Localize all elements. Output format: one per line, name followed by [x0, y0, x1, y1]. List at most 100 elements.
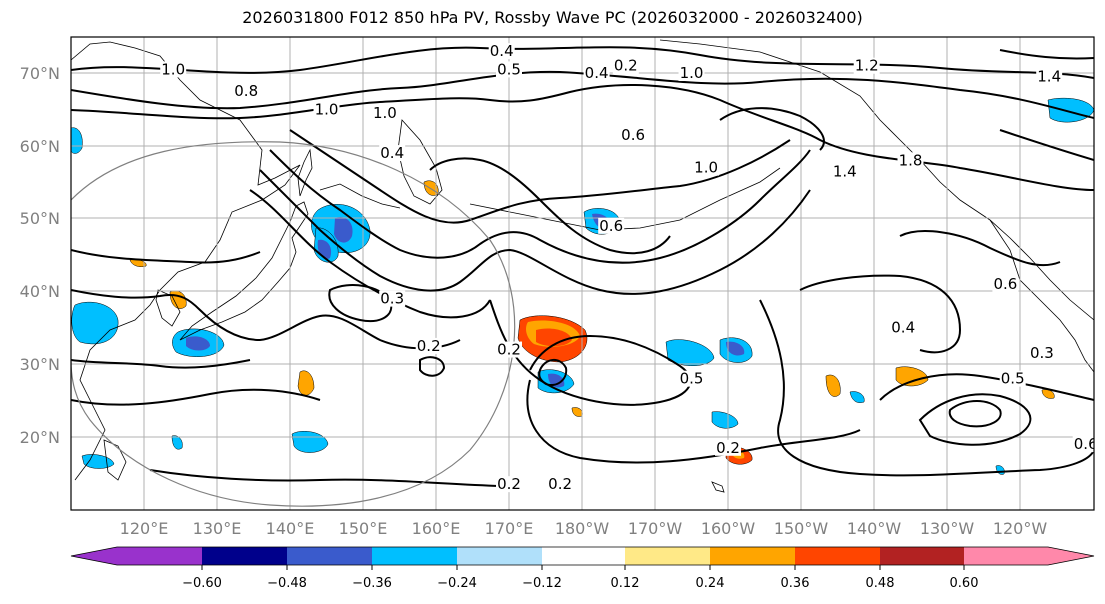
- contour-label: 0.2: [614, 57, 638, 75]
- coastlines: [71, 39, 1094, 493]
- coastline-north-america: [989, 219, 1094, 373]
- lon-label: 150°W: [774, 519, 829, 538]
- lon-label: 140°E: [266, 519, 315, 538]
- colorbar-label: −0.60: [182, 576, 222, 591]
- contour-label: 1.2: [855, 57, 879, 75]
- anomaly-patch: [334, 216, 353, 243]
- lon-label: 170°E: [485, 519, 534, 538]
- contour-label: 0.2: [497, 475, 521, 493]
- lon-label: 160°E: [412, 519, 461, 538]
- contour-label-bg: [678, 65, 705, 82]
- contour-label-bg: [379, 145, 406, 162]
- anomaly-patch: [71, 127, 83, 154]
- contour-label: 0.4: [891, 319, 915, 337]
- contour-label: 0.4: [490, 42, 514, 60]
- contour-line: [259, 169, 811, 295]
- lon-label: 170°W: [628, 519, 683, 538]
- colorbar-segment: [880, 547, 964, 565]
- contour-label-bg: [496, 61, 522, 78]
- contour-label: 0.3: [380, 290, 404, 308]
- colorbar-segment: [625, 547, 710, 565]
- longitude-axis: 120°E 130°E 140°E 150°E 160°E 170°E 180°…: [120, 519, 1048, 538]
- colorbar-label: −0.48: [267, 576, 307, 591]
- latitude-axis: 70°N 60°N 50°N 40°N 30°N 20°N: [20, 64, 60, 447]
- coastline-kuril: [319, 183, 401, 209]
- contour-label: 1.0: [694, 159, 718, 177]
- colorbar-segment: [542, 547, 625, 565]
- contour-line: [71, 359, 251, 369]
- contour-label-bg: [598, 217, 625, 234]
- colorbar-segment: [795, 547, 880, 565]
- lon-label: 120°W: [993, 519, 1048, 538]
- contour-label: 0.3: [1030, 344, 1054, 362]
- contour-line: [429, 157, 671, 255]
- contour-label-bg: [897, 152, 924, 169]
- lat-label: 50°N: [20, 209, 60, 228]
- contour-label: 1.0: [373, 104, 397, 122]
- colorbar: −0.60 −0.48 −0.36 −0.24 −0.12 0.12 0.24 …: [70, 546, 1095, 591]
- colorbar-segment: [287, 547, 372, 565]
- lon-label: 120°E: [120, 519, 169, 538]
- contour-line: [538, 359, 568, 386]
- contour-label-bg: [1072, 436, 1094, 453]
- colorbar-label: −0.12: [522, 576, 562, 591]
- contour-label-bg: [612, 57, 639, 74]
- contour-label-bg: [693, 159, 720, 176]
- contour-label: 1.0: [161, 60, 185, 78]
- anomaly-patch: [849, 391, 865, 403]
- contour-line: [71, 46, 1094, 79]
- contour-line: [719, 107, 825, 151]
- contour-line: [149, 469, 501, 487]
- contour-line: [289, 129, 791, 224]
- contour-label: 1.8: [899, 151, 923, 169]
- contour-label-bg: [583, 65, 610, 82]
- range-circle: [71, 141, 516, 507]
- contour-label-bg: [992, 276, 1019, 293]
- anomaly-patch: [186, 336, 210, 351]
- contour-label: 0.6: [993, 275, 1017, 293]
- contour-label: 0.6: [599, 217, 623, 235]
- contour-line: [899, 230, 1061, 267]
- contour-line: [71, 249, 261, 264]
- contour-label: 0.2: [417, 337, 441, 355]
- contour-line: [489, 299, 692, 406]
- contour-label: 0.6: [621, 126, 645, 144]
- colorbar-segment: [457, 547, 542, 565]
- contour-label: 0.8: [234, 82, 258, 100]
- contour-label: 1.0: [315, 100, 339, 118]
- contour-label-bg: [831, 163, 858, 180]
- contour-line: [269, 149, 811, 264]
- contour-label: 1.4: [833, 162, 857, 180]
- contour-label-bg: [496, 476, 522, 493]
- lon-label: 180°W: [555, 519, 610, 538]
- contour-label: 0.2: [497, 341, 521, 359]
- contour-label-bg: [678, 370, 705, 387]
- colorbar-segment: [372, 547, 457, 565]
- contour-label-bg: [160, 61, 187, 78]
- contour-label-bg: [496, 341, 522, 358]
- lon-label: 130°W: [920, 519, 975, 538]
- anomaly-patch: [711, 411, 739, 429]
- anomaly-patch: [726, 341, 745, 356]
- colorbar-outline: [70, 546, 1095, 566]
- contour-label-bg: [1028, 345, 1055, 362]
- lon-label: 140°W: [847, 519, 902, 538]
- contour-line: [71, 388, 321, 406]
- contour-label: 0.5: [680, 370, 704, 388]
- contour-label-bg: [620, 126, 647, 143]
- colorbar-label: 0.60: [950, 576, 979, 591]
- map-frame: [70, 36, 1095, 511]
- contour-line: [71, 70, 1094, 119]
- lon-label: 130°E: [193, 519, 242, 538]
- colorbar-label: 0.24: [696, 576, 725, 591]
- contour-label: 0.2: [716, 439, 740, 457]
- lon-label: 160°W: [701, 519, 756, 538]
- colorbar-label: 0.48: [866, 576, 895, 591]
- anomaly-patch: [895, 366, 929, 387]
- colorbar-segment: [117, 547, 202, 565]
- contour-label-bg: [547, 476, 574, 493]
- colorbar-segment: [202, 547, 287, 565]
- map-panel[interactable]: 1.00.80.40.5 0.4 0.2 1.0 1.21.41.0 1.00.40.61…: [70, 36, 1105, 511]
- contour-line: [419, 356, 446, 377]
